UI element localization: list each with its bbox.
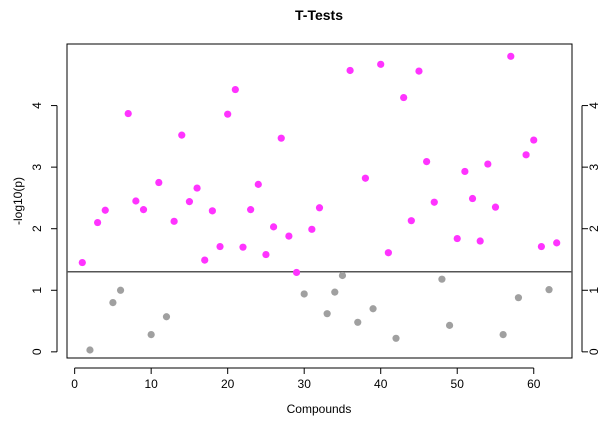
y-tick-label-left: 1 <box>30 287 44 294</box>
significant-point <box>468 194 477 203</box>
x-tick-label: 0 <box>71 377 78 391</box>
significant-point <box>484 160 492 168</box>
nonsignificant-point <box>86 346 94 354</box>
chart-title: T-Tests <box>295 7 343 23</box>
nonsignificant-point <box>369 305 377 313</box>
nonsignificant-point <box>300 290 308 298</box>
nonsignificant-point <box>338 271 347 280</box>
significant-point <box>216 242 224 251</box>
y-axis-right: 0 1 2 3 4 <box>581 102 601 355</box>
y-axis-label: -log10(p) <box>11 177 25 225</box>
significant-point <box>262 250 270 259</box>
x-axis-label: Compounds <box>287 402 352 416</box>
significant-point <box>285 232 293 240</box>
significant-point <box>476 237 484 245</box>
nonsignificant-point <box>162 313 171 321</box>
x-tick-label: 50 <box>451 377 465 391</box>
significant-point <box>193 184 201 192</box>
y-tick-label-right: 3 <box>587 163 601 170</box>
nonsignificant-point <box>354 318 362 326</box>
x-tick-label: 20 <box>221 377 235 391</box>
significant-point <box>346 66 354 75</box>
nonsignificant-point <box>109 298 117 307</box>
x-tick-label: 40 <box>374 377 388 391</box>
y-tick-label-left: 3 <box>30 163 44 170</box>
y-tick-label-left: 0 <box>30 348 44 355</box>
significant-point <box>170 217 178 225</box>
nonsignificant-point <box>147 331 155 339</box>
significant-point <box>224 110 232 118</box>
significant-point <box>201 256 209 264</box>
data-points <box>78 52 561 354</box>
significant-point <box>430 198 438 206</box>
significant-point <box>537 242 545 251</box>
x-tick-label: 60 <box>527 377 541 391</box>
y-axis-left: 0 1 2 3 4 <box>30 102 58 355</box>
significant-point <box>522 151 530 159</box>
x-axis: 0 10 20 30 40 50 60 <box>71 367 541 391</box>
nonsignificant-point <box>545 286 553 294</box>
significant-point <box>553 239 561 247</box>
x-tick-label: 30 <box>298 377 312 391</box>
nonsignificant-point <box>514 294 523 302</box>
x-tick-label: 10 <box>144 377 158 391</box>
significant-point <box>247 206 255 214</box>
significant-point <box>269 223 278 231</box>
significant-point <box>384 249 392 257</box>
significant-point <box>461 167 469 176</box>
significant-point <box>208 207 216 215</box>
significant-point <box>78 258 86 267</box>
significant-point <box>400 93 408 102</box>
nonsignificant-point <box>499 331 507 339</box>
nonsignificant-point <box>116 286 125 294</box>
significant-point <box>155 178 163 187</box>
y-tick-label-right: 2 <box>587 225 601 232</box>
significant-point <box>101 206 109 214</box>
significant-point <box>124 109 132 118</box>
y-tick-label-right: 4 <box>587 102 601 109</box>
y-tick-label-right: 1 <box>587 287 601 294</box>
significant-point <box>361 174 370 182</box>
nonsignificant-point <box>331 288 339 296</box>
significant-point <box>231 85 239 94</box>
significant-point <box>185 198 194 206</box>
significant-point <box>315 204 324 212</box>
significant-point <box>254 180 262 188</box>
nonsignificant-point <box>438 275 446 283</box>
significant-point <box>491 203 500 211</box>
y-tick-label-left: 2 <box>30 225 44 232</box>
significant-point <box>377 60 385 68</box>
nonsignificant-point <box>323 310 331 318</box>
significant-point <box>507 52 515 60</box>
nonsignificant-point <box>392 334 400 342</box>
y-tick-label-left: 4 <box>30 102 44 109</box>
significant-point <box>453 234 461 243</box>
nonsignificant-point <box>445 321 454 329</box>
significant-point <box>292 268 301 277</box>
significant-point <box>178 131 186 139</box>
significant-point <box>308 225 316 233</box>
plot-frame <box>66 43 573 359</box>
significant-point <box>530 136 538 144</box>
significant-point <box>239 243 247 251</box>
significant-point <box>407 217 415 225</box>
significant-point <box>277 134 285 142</box>
significant-point <box>415 67 423 75</box>
y-tick-label-right: 0 <box>587 348 601 355</box>
significant-point <box>423 157 431 166</box>
significant-point <box>139 206 148 214</box>
significant-point <box>94 218 102 227</box>
significant-point <box>132 197 140 205</box>
